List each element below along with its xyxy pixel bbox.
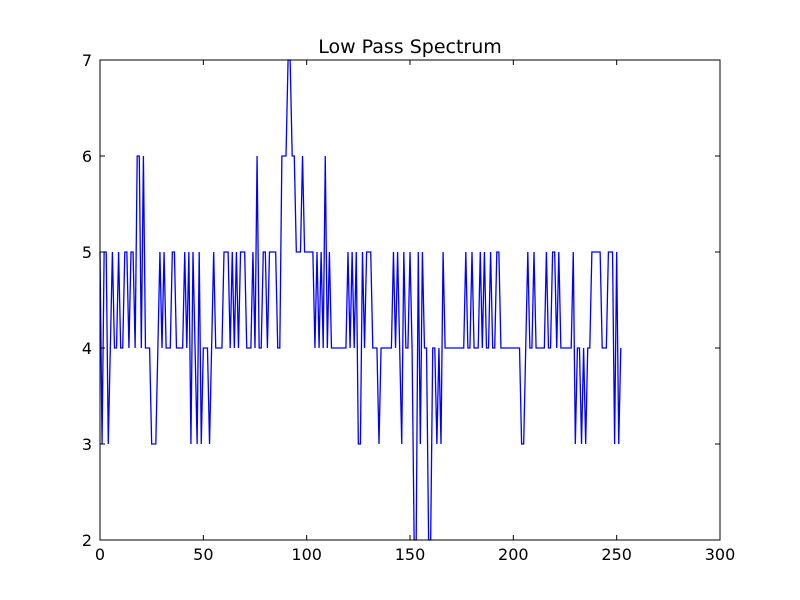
- x-tick-label: 200: [498, 545, 529, 564]
- y-tick-label: 2: [82, 531, 92, 550]
- x-tick-label: 250: [601, 545, 632, 564]
- y-tick-label: 5: [82, 243, 92, 262]
- y-tick-label: 6: [82, 147, 92, 166]
- x-tick-label: 50: [193, 545, 213, 564]
- x-tick-label: 0: [95, 545, 105, 564]
- chart-title: Low Pass Spectrum: [318, 36, 502, 58]
- y-tick-label: 7: [82, 51, 92, 70]
- y-tick-label: 3: [82, 435, 92, 454]
- x-tick-label: 150: [395, 545, 426, 564]
- x-tick-label: 300: [705, 545, 736, 564]
- x-tick-label: 100: [291, 545, 322, 564]
- plot-area: 0 50 100 150 200 250 300 2 3 4 5 6 7: [82, 51, 735, 564]
- y-tick-label: 4: [82, 339, 92, 358]
- series-line-0: [99, 59, 622, 541]
